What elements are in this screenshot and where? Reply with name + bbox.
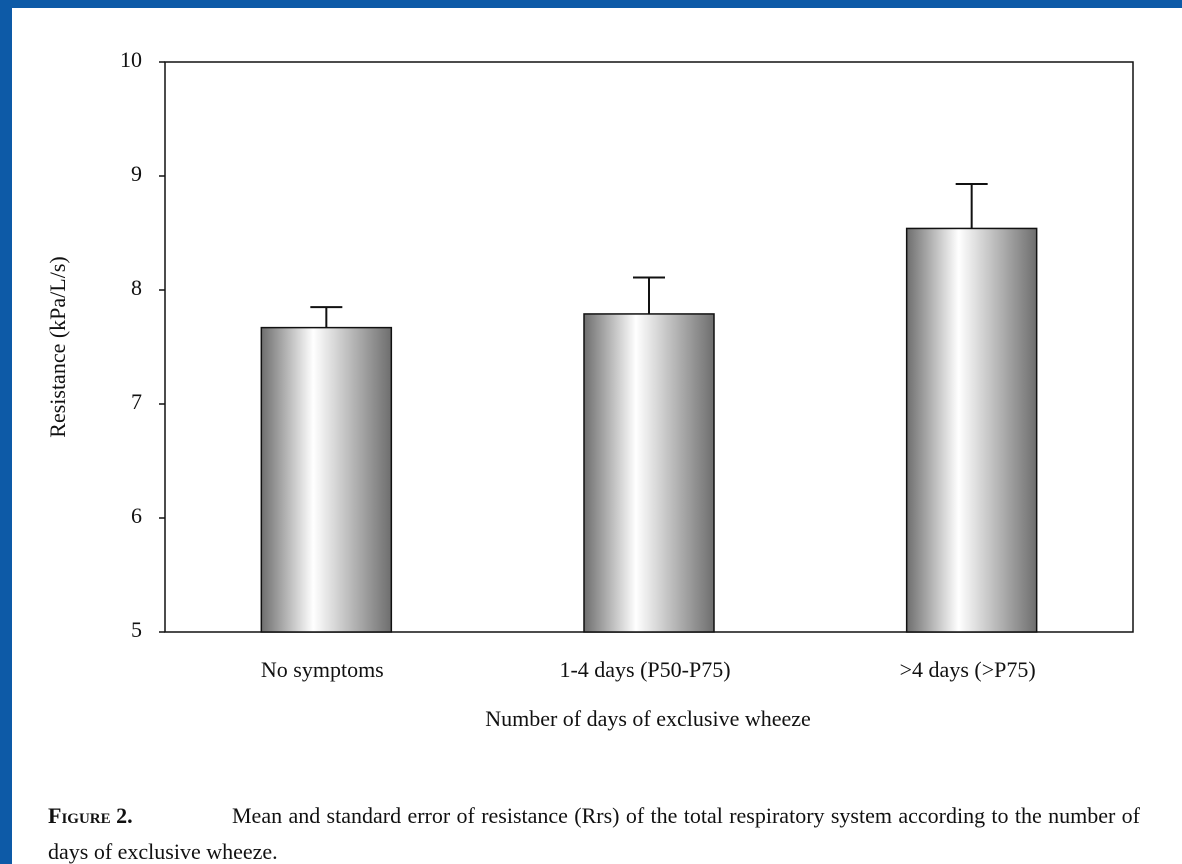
x-axis-title: Number of days of exclusive wheeze [485,706,811,731]
x-tick-label: No symptoms [261,657,384,682]
caption: Figure 2. Mean and standard error of resi… [48,798,1140,864]
x-tick-label: 1-4 days (P50-P75) [559,657,730,682]
bar [583,313,715,633]
bar [260,326,393,633]
y-tick-label: 8 [131,275,142,300]
y-axis-title: Resistance (kPa/L/s) [45,256,70,437]
y-tick-label: 9 [131,161,142,186]
bar [905,227,1038,633]
y-tick-label: 7 [131,389,142,414]
y-tick-label: 6 [131,503,142,528]
y-tick-label: 5 [131,617,142,642]
caption-text: Mean and standard error of resistance (R… [48,803,1140,864]
x-tick-label: >4 days (>P75) [900,657,1036,682]
y-tick-label: 10 [120,47,142,72]
caption-label: Figure 2. [48,803,133,828]
